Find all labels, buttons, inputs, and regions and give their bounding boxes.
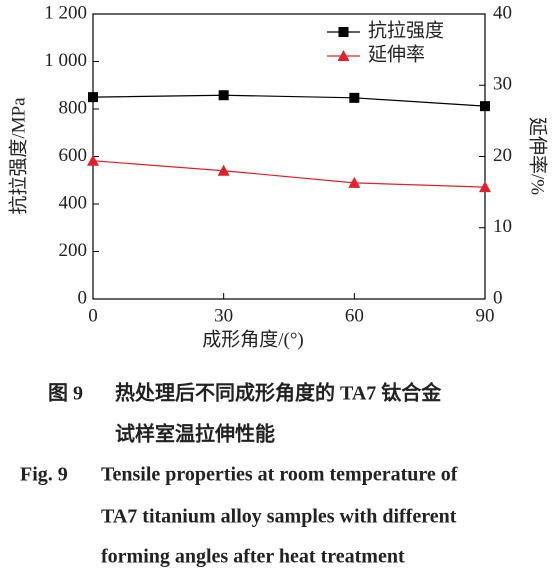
x-tick-label: 90 (476, 305, 495, 326)
data-point (480, 101, 490, 112)
x-tick-label: 30 (214, 305, 233, 326)
legend-marker (337, 50, 350, 61)
y-tick-label: 1 200 (44, 2, 87, 23)
y2-tick-label: 40 (493, 2, 512, 23)
data-point (479, 181, 491, 193)
data-point (217, 164, 230, 176)
caption-line: 热处理后不同成形角度的 TA7 钛合金 (115, 381, 442, 405)
data-point (349, 92, 360, 103)
y-tick-label: 800 (59, 97, 88, 118)
series-line (92, 160, 486, 188)
legend-marker (338, 27, 349, 37)
y2-tick-label: 10 (493, 216, 512, 237)
x-axis-label: 成形角度/(°) (202, 328, 304, 350)
data-point (218, 90, 229, 101)
y-tick-label: 200 (59, 240, 88, 261)
caption-line: TA7 titanium alloy samples with differen… (101, 506, 457, 528)
legend-label: 延伸率 (368, 43, 425, 65)
x-tick-label: 0 (88, 305, 98, 326)
caption-line: forming angles after heat treatment (101, 546, 405, 568)
y-tick-label: 1 000 (44, 50, 87, 71)
y-tick-label: 600 (59, 145, 88, 166)
plot-frame (92, 13, 486, 300)
x-tick-label: 60 (345, 305, 364, 326)
y-axis-label: 抗拉强度/MPa (7, 97, 29, 215)
series-line (92, 94, 486, 107)
caption-line: 试样室温拉伸性能 (115, 422, 275, 446)
y2-tick-label: 0 (493, 287, 503, 308)
y-tick-label: 0 (78, 287, 88, 308)
legend-label: 抗拉强度 (368, 19, 444, 41)
y2-tick-label: 20 (493, 145, 512, 166)
y2-axis-label: 延伸率/% (527, 117, 549, 195)
y-tick-label: 400 (59, 192, 88, 213)
data-point (88, 92, 98, 103)
y2-tick-label: 30 (493, 74, 512, 95)
data-point (348, 176, 361, 188)
caption-label: 图 9 (48, 382, 83, 405)
caption-line: Tensile properties at room temperature o… (101, 464, 458, 486)
caption-label: Fig. 9 (20, 464, 68, 486)
data-point (87, 154, 99, 166)
